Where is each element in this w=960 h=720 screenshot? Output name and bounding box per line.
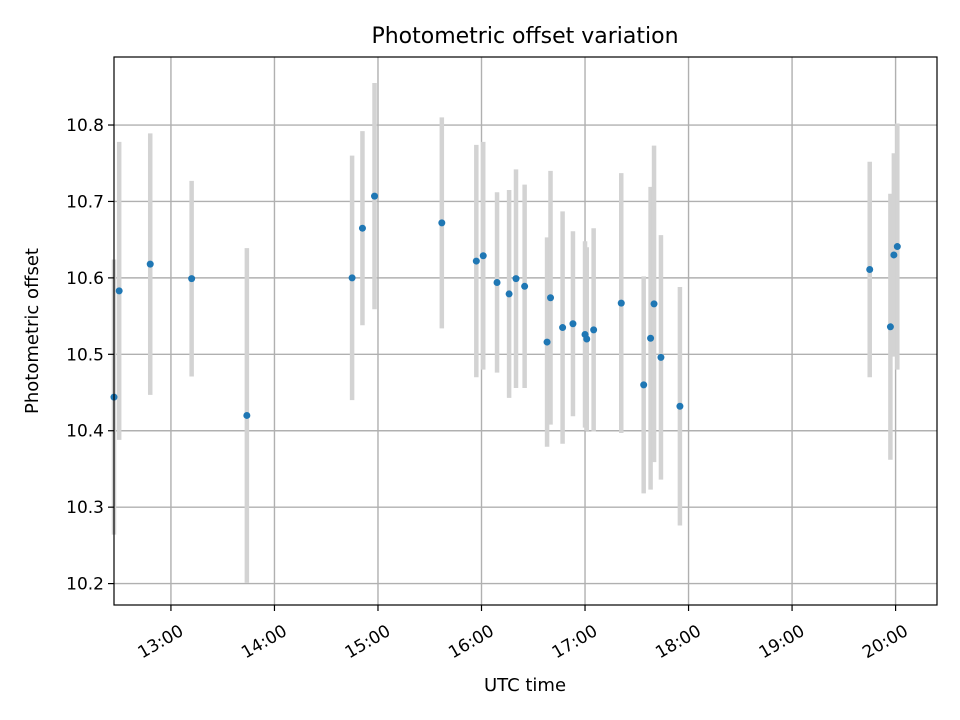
data-point bbox=[505, 290, 513, 298]
data-point bbox=[890, 251, 898, 259]
y-tick-label: 10.8 bbox=[66, 116, 104, 136]
x-tick-label: 17:00 bbox=[549, 621, 601, 663]
x-tick-label: 19:00 bbox=[756, 621, 808, 663]
y-tick-label: 10.3 bbox=[66, 498, 104, 518]
data-point bbox=[371, 192, 379, 200]
x-tick-label: 16:00 bbox=[445, 621, 497, 663]
data-point bbox=[521, 282, 529, 290]
data-point bbox=[866, 265, 874, 273]
data-point bbox=[438, 219, 446, 227]
data-point bbox=[146, 260, 154, 268]
data-point bbox=[886, 323, 894, 331]
data-point bbox=[650, 300, 658, 308]
data-point bbox=[243, 411, 251, 419]
x-axis-ticks: 13:00 14:00 15:00 16:00 17:00 18:00 19:00 20:00 bbox=[135, 605, 912, 663]
data-point bbox=[893, 243, 901, 251]
data-point bbox=[479, 252, 487, 260]
data-point bbox=[493, 278, 501, 286]
y-axis-label: Photometric offset bbox=[22, 248, 43, 414]
data-point bbox=[115, 287, 123, 295]
data-points bbox=[110, 192, 901, 419]
chart-title: Photometric offset variation bbox=[371, 24, 678, 49]
data-point bbox=[676, 402, 684, 410]
x-tick-label: 20:00 bbox=[859, 621, 911, 663]
data-point bbox=[348, 274, 356, 282]
x-tick-label: 18:00 bbox=[652, 621, 704, 663]
data-point bbox=[657, 353, 665, 361]
data-point bbox=[547, 294, 555, 302]
data-point bbox=[647, 334, 655, 342]
y-tick-label: 10.6 bbox=[66, 269, 104, 289]
data-point bbox=[543, 338, 551, 346]
y-tick-label: 10.4 bbox=[66, 422, 104, 442]
data-point bbox=[617, 299, 625, 307]
y-tick-label: 10.2 bbox=[66, 575, 104, 595]
data-point bbox=[472, 257, 480, 265]
y-tick-label: 10.7 bbox=[66, 192, 104, 212]
x-tick-label: 14:00 bbox=[238, 621, 290, 663]
y-axis-ticks: 10.2 10.3 10.4 10.5 10.6 10.7 10.8 bbox=[66, 116, 114, 595]
plot-frame bbox=[113, 56, 938, 606]
y-tick-label: 10.5 bbox=[66, 345, 104, 365]
data-point bbox=[569, 320, 577, 328]
x-tick-label: 15:00 bbox=[342, 621, 394, 663]
data-point bbox=[590, 326, 598, 334]
data-point bbox=[188, 275, 196, 283]
data-point bbox=[583, 335, 591, 343]
data-point bbox=[512, 275, 520, 283]
x-tick-label: 13:00 bbox=[135, 621, 187, 663]
data-point bbox=[640, 381, 648, 389]
data-point bbox=[358, 224, 366, 232]
data-point bbox=[559, 324, 567, 332]
x-axis-label: UTC time bbox=[484, 675, 566, 696]
